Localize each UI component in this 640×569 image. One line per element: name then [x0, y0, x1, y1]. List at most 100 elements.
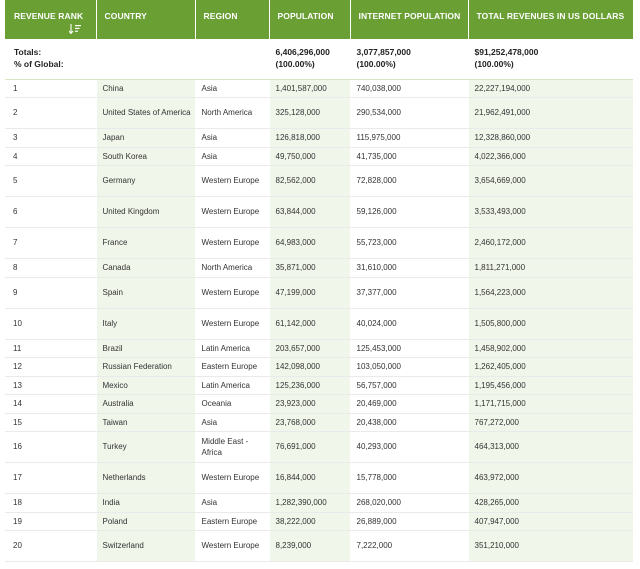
cell-internet-population: 740,038,000 — [350, 79, 469, 98]
cell-region: Latin America — [195, 339, 270, 358]
column-header-total-revenues[interactable]: TOTAL REVENUES IN US DOLLARS — [468, 0, 633, 39]
table-row: 16 Turkey Middle East - Africa 76,691,000 40… — [5, 431, 633, 463]
cell-population: 142,098,000 — [269, 357, 351, 377]
cell-country: China — [96, 79, 196, 98]
cell-total-revenues: 12,328,860,000 — [468, 128, 633, 148]
column-header-region[interactable]: REGION — [195, 0, 270, 39]
cell-total-revenues: 1,505,800,000 — [468, 308, 633, 340]
cell-country: United States of America — [96, 97, 196, 129]
cell-total-revenues: 767,272,000 — [468, 413, 633, 432]
cell-internet-population: 26,889,000 — [350, 512, 469, 531]
cell-country: Russian Federation — [96, 357, 196, 377]
cell-country: Turkey — [96, 431, 196, 463]
totals-internet-population: 3,077,857,000 (100.00%) — [350, 39, 469, 80]
cell-internet-population: 7,222,000 — [350, 530, 469, 562]
table-row: 5 Germany Western Europe 82,562,000 72,828,0… — [5, 165, 633, 197]
totals-label-line2: % of Global: — [14, 58, 64, 69]
cell-total-revenues: 1,458,902,000 — [468, 339, 633, 358]
cell-total-revenues: 407,947,000 — [468, 512, 633, 531]
cell-internet-population: 37,377,000 — [350, 277, 469, 309]
cell-total-revenues: 1,811,271,000 — [468, 258, 633, 278]
cell-region: Eastern Europe — [195, 357, 270, 377]
column-header-population[interactable]: POPULATION — [269, 0, 351, 39]
cell-rank: 16 — [5, 431, 97, 463]
cell-population: 203,657,000 — [269, 339, 351, 358]
table-row: 15 Taiwan Asia 23,768,000 20,438,000 767,272,… — [5, 413, 633, 432]
column-header-label: REVENUE RANK — [14, 11, 84, 21]
cell-region: Asia — [195, 493, 270, 513]
cell-country: United Kingdom — [96, 196, 196, 228]
cell-rank: 8 — [5, 258, 97, 278]
cell-internet-population: 20,469,000 — [350, 394, 469, 414]
cell-total-revenues: 3,654,669,000 — [468, 165, 633, 197]
cell-internet-population: 40,293,000 — [350, 431, 469, 463]
table-row: 8 Canada North America 35,871,000 31,610,000… — [5, 258, 633, 278]
cell-country: Australia — [96, 394, 196, 414]
cell-country: Italy — [96, 308, 196, 340]
cell-country: Mexico — [96, 376, 196, 395]
table-row: 7 France Western Europe 64,983,000 55,723,00… — [5, 227, 633, 259]
cell-region: Asia — [195, 128, 270, 148]
cell-rank: 4 — [5, 147, 97, 166]
cell-internet-population: 125,453,000 — [350, 339, 469, 358]
cell-total-revenues: 21,962,491,000 — [468, 97, 633, 129]
revenue-table: REVENUE RANK COUNTRY REGION POPULATION I… — [5, 0, 633, 562]
cell-rank: 19 — [5, 512, 97, 531]
cell-total-revenues: 4,022,366,000 — [468, 147, 633, 166]
cell-country: Switzerland — [96, 530, 196, 562]
cell-internet-population: 41,735,000 — [350, 147, 469, 166]
column-header-label: INTERNET POPULATION — [358, 11, 461, 21]
cell-region: Asia — [195, 147, 270, 166]
cell-region: North America — [195, 97, 270, 129]
cell-population: 126,818,000 — [269, 128, 351, 148]
cell-total-revenues: 351,210,000 — [468, 530, 633, 562]
cell-rank: 18 — [5, 493, 97, 513]
totals-population-percent: (100.00%) — [275, 58, 315, 69]
totals-internet-population-percent: (100.00%) — [356, 58, 396, 69]
totals-total-revenues-percent: (100.00%) — [474, 58, 514, 69]
cell-population: 23,768,000 — [269, 413, 351, 432]
cell-total-revenues: 463,972,000 — [468, 462, 633, 494]
cell-internet-population: 55,723,000 — [350, 227, 469, 259]
cell-rank: 12 — [5, 357, 97, 377]
cell-population: 8,239,000 — [269, 530, 351, 562]
cell-rank: 15 — [5, 413, 97, 432]
cell-country: France — [96, 227, 196, 259]
totals-row: Totals: % of Global: 6,406,296,000 (100.… — [5, 39, 633, 80]
cell-region: Asia — [195, 413, 270, 432]
cell-rank: 10 — [5, 308, 97, 340]
cell-population: 47,199,000 — [269, 277, 351, 309]
cell-region: Eastern Europe — [195, 512, 270, 531]
cell-total-revenues: 464,313,000 — [468, 431, 633, 463]
cell-internet-population: 72,828,000 — [350, 165, 469, 197]
cell-country: Poland — [96, 512, 196, 531]
cell-population: 63,844,000 — [269, 196, 351, 228]
cell-total-revenues: 3,533,493,000 — [468, 196, 633, 228]
cell-country: Germany — [96, 165, 196, 197]
totals-label-line1: Totals: — [14, 47, 42, 58]
cell-total-revenues: 1,262,405,000 — [468, 357, 633, 377]
cell-population: 325,128,000 — [269, 97, 351, 129]
column-header-revenue-rank[interactable]: REVENUE RANK — [5, 0, 97, 39]
cell-rank: 1 — [5, 79, 97, 98]
cell-population: 38,222,000 — [269, 512, 351, 531]
cell-rank: 6 — [5, 196, 97, 228]
cell-country: India — [96, 493, 196, 513]
column-header-country[interactable]: COUNTRY — [96, 0, 196, 39]
cell-region: Western Europe — [195, 462, 270, 494]
cell-population: 64,983,000 — [269, 227, 351, 259]
totals-label: Totals: % of Global: — [5, 39, 270, 80]
cell-rank: 20 — [5, 530, 97, 562]
column-header-internet-population[interactable]: INTERNET POPULATION — [350, 0, 469, 39]
table-row: 11 Brazil Latin America 203,657,000 125,453,… — [5, 339, 633, 358]
cell-region: Oceania — [195, 394, 270, 414]
cell-population: 125,236,000 — [269, 376, 351, 395]
sort-descending-icon[interactable] — [69, 24, 81, 34]
table-row: 18 India Asia 1,282,390,000 268,020,000 428,2… — [5, 493, 633, 513]
table-row: 20 Switzerland Western Europe 8,239,000 7,22… — [5, 530, 633, 562]
cell-rank: 5 — [5, 165, 97, 197]
column-header-label: REGION — [203, 11, 238, 21]
table-row: 9 Spain Western Europe 47,199,000 37,377,000… — [5, 277, 633, 309]
cell-region: Asia — [195, 79, 270, 98]
table-row: 6 United Kingdom Western Europe 63,844,000 5… — [5, 196, 633, 228]
